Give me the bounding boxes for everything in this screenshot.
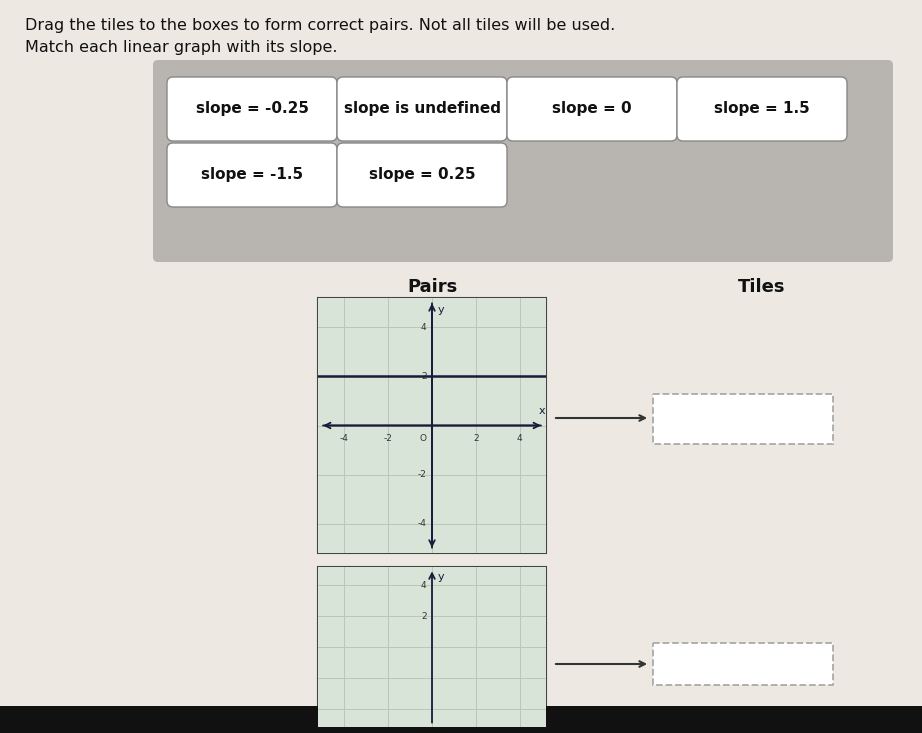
Text: O: O (420, 434, 427, 443)
Text: slope = -1.5: slope = -1.5 (201, 168, 303, 183)
Bar (0, 706, 922, 733)
FancyBboxPatch shape (507, 77, 677, 141)
Text: 4: 4 (421, 323, 427, 332)
FancyBboxPatch shape (153, 60, 893, 262)
Text: Tiles: Tiles (739, 278, 786, 296)
FancyBboxPatch shape (653, 643, 833, 685)
Text: -4: -4 (340, 434, 349, 443)
FancyBboxPatch shape (653, 394, 833, 444)
Text: slope is undefined: slope is undefined (344, 101, 501, 117)
FancyBboxPatch shape (337, 143, 507, 207)
Text: slope = -0.25: slope = -0.25 (195, 101, 309, 117)
Text: -2: -2 (418, 470, 427, 479)
Text: -4: -4 (418, 519, 427, 528)
Text: slope = 0.25: slope = 0.25 (369, 168, 476, 183)
Text: 2: 2 (473, 434, 479, 443)
Text: x: x (538, 405, 545, 416)
Text: slope = 1.5: slope = 1.5 (715, 101, 810, 117)
Text: y: y (437, 306, 444, 315)
Text: 2: 2 (421, 612, 427, 621)
Text: y: y (437, 572, 444, 581)
Text: 2: 2 (421, 372, 427, 381)
FancyBboxPatch shape (167, 143, 337, 207)
FancyBboxPatch shape (677, 77, 847, 141)
Text: slope = 0: slope = 0 (552, 101, 632, 117)
Text: Drag the tiles to the boxes to form correct pairs. Not all tiles will be used.: Drag the tiles to the boxes to form corr… (25, 18, 615, 33)
FancyBboxPatch shape (337, 77, 507, 141)
Text: 4: 4 (517, 434, 523, 443)
Text: Match each linear graph with its slope.: Match each linear graph with its slope. (25, 40, 337, 55)
Text: 4: 4 (421, 581, 427, 590)
FancyBboxPatch shape (167, 77, 337, 141)
Text: -2: -2 (384, 434, 393, 443)
Text: Pairs: Pairs (407, 278, 457, 296)
